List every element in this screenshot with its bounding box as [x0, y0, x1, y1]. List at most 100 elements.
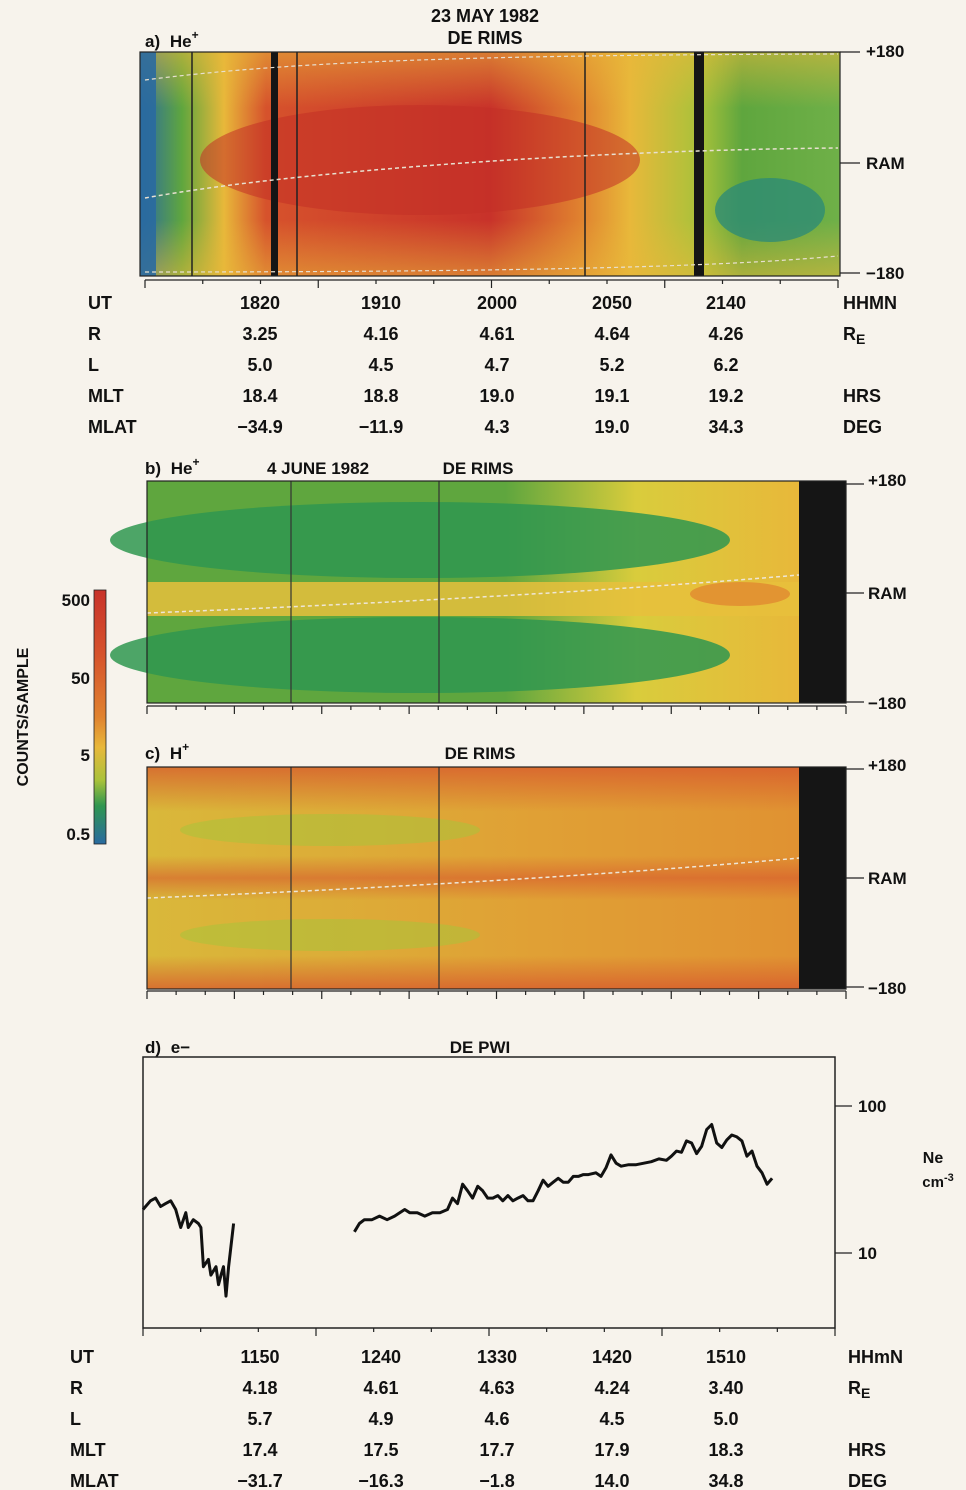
table-cell: 4.24 [594, 1378, 629, 1398]
y-tick-b-top: +180 [868, 471, 906, 490]
panel-b-species-charge: + [193, 455, 200, 469]
y-label-d-unit-exp: -3 [944, 1172, 954, 1184]
colorbar-gradient [93, 589, 107, 845]
heatmap-b-frame [146, 480, 847, 704]
colorbar-label: COUNTS/SAMPLE [15, 647, 32, 786]
panel-b-label: b) He+ [145, 455, 200, 478]
colorbar-tick-500: 500 [62, 591, 90, 610]
y-tick-c-bottom: −180 [868, 979, 906, 998]
data-gap-b [799, 481, 846, 703]
table-row-label: L [70, 1409, 81, 1429]
table-cell: 34.8 [708, 1471, 743, 1490]
table-cell: 2140 [706, 293, 746, 313]
data-gap-c [799, 767, 846, 989]
y-tick-d-10: 10 [858, 1244, 877, 1263]
plot-d-frame [142, 1056, 836, 1329]
y-label-d: Ne [923, 1150, 944, 1167]
panel-d-letter: d) [145, 1038, 161, 1057]
table-unit-subscript: E [861, 1385, 870, 1401]
table-cell: 17.7 [479, 1440, 514, 1460]
table-cell: 1420 [592, 1347, 632, 1367]
table-unit-text: R [843, 324, 856, 344]
table-cell: 2000 [477, 293, 517, 313]
table-row-unit: HRS [848, 1440, 886, 1460]
table-row-unit: HRS [843, 386, 881, 406]
table-cell: 19.0 [594, 417, 629, 437]
panel-c-title: DE RIMS [445, 744, 516, 763]
edge-trace-a-bottom [144, 255, 839, 273]
table-cell: 17.4 [242, 1440, 277, 1460]
table-cell: 1240 [361, 1347, 401, 1367]
y-tick-d-100: 100 [858, 1097, 886, 1116]
y-label-d-unit-base: cm [922, 1174, 944, 1191]
y-tick-a-mid: RAM [866, 154, 905, 173]
panel-c-label: c) H+ [145, 740, 189, 763]
x-ticks-d [142, 1328, 836, 1336]
panel-d-title: DE PWI [450, 1038, 510, 1057]
table-unit-text: DEG [843, 417, 882, 437]
panel-a-letter: a) [145, 32, 160, 51]
panel-d: d) e− DE PWI 100 10 Ne cm-3 UT 1150 1240 13… [70, 1038, 954, 1490]
table-cell: 18.3 [708, 1440, 743, 1460]
table-row-unit: RE [843, 324, 865, 347]
heatmap-c-speckle-lower [180, 919, 480, 951]
table-cell: 5.0 [713, 1409, 738, 1429]
panel-a-species: He [170, 32, 192, 51]
panel-a-label: a) He+ [145, 28, 199, 51]
table-cell: −16.3 [358, 1471, 404, 1490]
density-series [141, 1123, 774, 1298]
panel-b-letter: b) [145, 459, 161, 478]
table-cell: 1820 [240, 293, 280, 313]
table-row-label: MLT [88, 386, 124, 406]
table-cell: 1150 [240, 1347, 279, 1367]
table-cell: 3.40 [708, 1378, 743, 1398]
table-row-unit: HHMN [843, 293, 897, 313]
table-row-unit: DEG [843, 417, 882, 437]
density-line-segment [353, 1123, 774, 1233]
ram-trace-a [144, 147, 839, 199]
colorbar-tick-0.5: 0.5 [66, 825, 90, 844]
panel-b-species: He [171, 459, 193, 478]
table-cell: 4.5 [599, 1409, 624, 1429]
colorbar-tick-50: 50 [71, 669, 90, 688]
panel-c: c) H+ DE RIMS +180 RAM −180 [145, 740, 907, 999]
y-label-d-unit: cm-3 [922, 1172, 953, 1191]
table-row-label: MLT [70, 1440, 106, 1460]
table-cell: 4.6 [484, 1409, 509, 1429]
table-cell: 4.3 [484, 417, 509, 437]
data-gap-a-2 [694, 52, 704, 276]
table-cell: 19.0 [479, 386, 514, 406]
table-cell: 1910 [361, 293, 401, 313]
table-cell: 5.2 [599, 355, 624, 375]
table-unit-text: HRS [843, 386, 881, 406]
x-ticks-b [146, 706, 847, 714]
header-date: 23 MAY 1982 [431, 6, 539, 26]
y-tick-b-bottom: −180 [868, 694, 906, 713]
table-cell: 18.4 [242, 386, 277, 406]
heatmap-b-upper-lobe [110, 502, 730, 578]
table-cell: 4.5 [368, 355, 393, 375]
table-row-label: R [70, 1378, 83, 1398]
x-ticks-c [146, 991, 847, 999]
panel-d-label: d) e− [145, 1038, 190, 1057]
table-unit-text: HHmN [848, 1347, 903, 1367]
panel-b-date: 4 JUNE 1982 [267, 459, 369, 478]
table-cell: 1510 [706, 1347, 746, 1367]
heatmap-a-ram-core [200, 105, 640, 215]
table-cell: 17.5 [363, 1440, 398, 1460]
table-unit-text: DEG [848, 1471, 887, 1490]
table-cell: 19.2 [708, 386, 743, 406]
y-tick-b-mid: RAM [868, 584, 907, 603]
table-cell: 17.9 [594, 1440, 629, 1460]
panel-c-letter: c) [145, 744, 160, 763]
table-row-label: MLAT [88, 417, 137, 437]
y-tick-a-bottom: −180 [866, 264, 904, 283]
heatmap-c-shading [147, 767, 799, 989]
table-cell: 4.63 [479, 1378, 514, 1398]
panel-c-species-charge: + [182, 740, 189, 754]
y-tick-a-top: +180 [866, 42, 904, 61]
panel-b: b) He+ 4 JUNE 1982 DE RIMS +180 RAM −180 [110, 455, 907, 714]
table-cell: 6.2 [713, 355, 738, 375]
